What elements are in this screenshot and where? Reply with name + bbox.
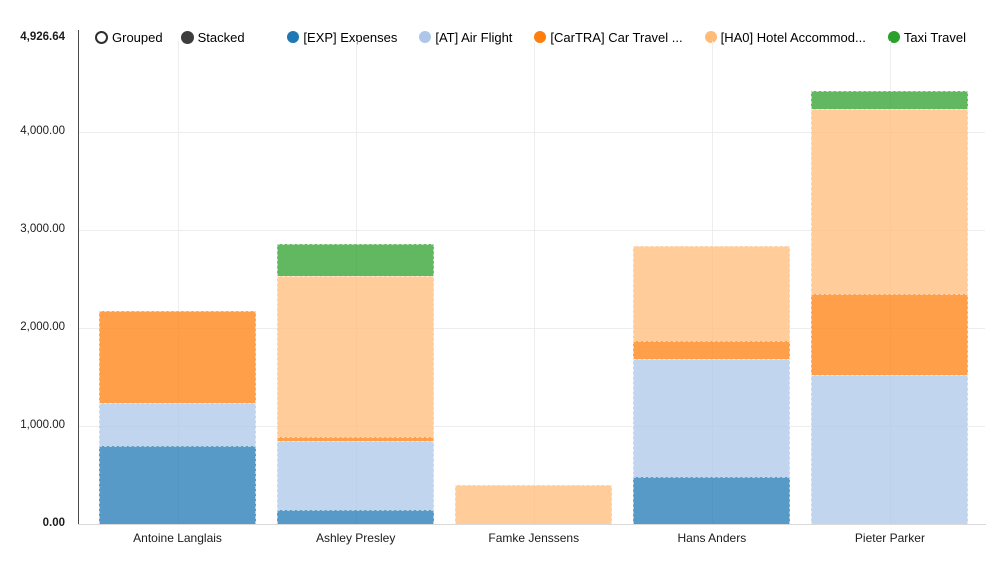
x-axis-category-label: Ashley Presley <box>315 531 396 545</box>
legend-item-taxi-travel[interactable]: Taxi Travel <box>887 29 966 45</box>
gridline-horizontal <box>79 229 985 231</box>
legend-item-air-flight[interactable]: [AT] Air Flight <box>419 30 512 45</box>
grouped-radio-label: Grouped <box>112 29 163 45</box>
bar-segment[interactable] <box>633 340 791 359</box>
gridline-horizontal <box>79 425 985 427</box>
legend-label: [AT] Air Flight <box>435 29 513 45</box>
bar-segment[interactable] <box>811 294 969 375</box>
y-axis-tick-label: 3,000.00 <box>20 222 65 235</box>
bar-segment[interactable] <box>633 246 791 341</box>
x-axis-category-label: Pieter Parker <box>854 531 925 545</box>
legend-label: [EXP] Expenses <box>303 29 398 45</box>
gridline-vertical <box>533 41 535 524</box>
legend-dot-icon <box>534 31 547 43</box>
bar-segment[interactable] <box>277 276 435 438</box>
bar-segment[interactable] <box>99 310 257 403</box>
legend-label: [CarTRA] Car Travel ... <box>550 29 683 45</box>
legend-label: Taxi Travel <box>903 29 966 45</box>
legend-item-hotel-accommodation[interactable]: [HA0] Hotel Accommod... <box>704 29 866 45</box>
legend-dot-icon <box>704 31 717 43</box>
y-axis-tick-label: 2,000.00 <box>20 320 65 333</box>
radio-circle-icon[interactable] <box>180 30 194 44</box>
stacked-radio-option[interactable]: Stacked <box>180 29 245 45</box>
y-axis-max-label: 4,926.64 <box>20 31 65 43</box>
bar-segment[interactable] <box>277 509 435 524</box>
chart-legend: [EXP] Expenses [AT] Air Flight [CarTRA] … <box>287 27 966 47</box>
x-axis-category-label: Famke Jenssens <box>488 531 580 545</box>
chart-mode-controls: Grouped Stacked <box>95 27 245 47</box>
bar-segment[interactable] <box>277 437 435 442</box>
bar-segment[interactable] <box>99 446 257 524</box>
bar-segment[interactable] <box>277 244 435 277</box>
y-axis-tick-label: 4,000.00 <box>20 124 65 137</box>
bar-segment[interactable] <box>633 476 791 524</box>
x-axis-line <box>78 524 986 525</box>
gridline-horizontal <box>79 131 985 133</box>
bar-segment[interactable] <box>99 402 257 447</box>
gridline-vertical <box>177 41 179 524</box>
legend-label: [HA0] Hotel Accommod... <box>720 29 866 45</box>
grouped-radio-option[interactable]: Grouped <box>95 30 163 45</box>
y-axis-tick-label: 0.00 <box>42 517 65 529</box>
bar-segment[interactable] <box>633 358 791 477</box>
bar-segment[interactable] <box>811 109 969 295</box>
legend-dot-icon <box>887 31 900 43</box>
gridline-horizontal <box>79 327 985 329</box>
y-axis-line <box>78 30 79 524</box>
bar-segment[interactable] <box>811 90 969 110</box>
x-axis-category-label: Hans Anders <box>677 531 747 545</box>
legend-dot-icon <box>287 31 300 43</box>
legend-dot-icon <box>419 31 432 43</box>
x-axis-category-label: Antoine Langlais <box>133 531 222 545</box>
radio-circle-icon[interactable] <box>95 30 108 44</box>
y-axis-tick-label: 1,000.00 <box>20 418 65 431</box>
legend-item-expenses[interactable]: [EXP] Expenses <box>287 30 397 45</box>
bar-segment[interactable] <box>455 485 613 524</box>
legend-item-car-travel[interactable]: [CarTRA] Car Travel ... <box>534 29 683 45</box>
bar-segment[interactable] <box>277 441 435 510</box>
bar-segment[interactable] <box>811 374 969 524</box>
stacked-radio-label: Stacked <box>197 29 245 45</box>
